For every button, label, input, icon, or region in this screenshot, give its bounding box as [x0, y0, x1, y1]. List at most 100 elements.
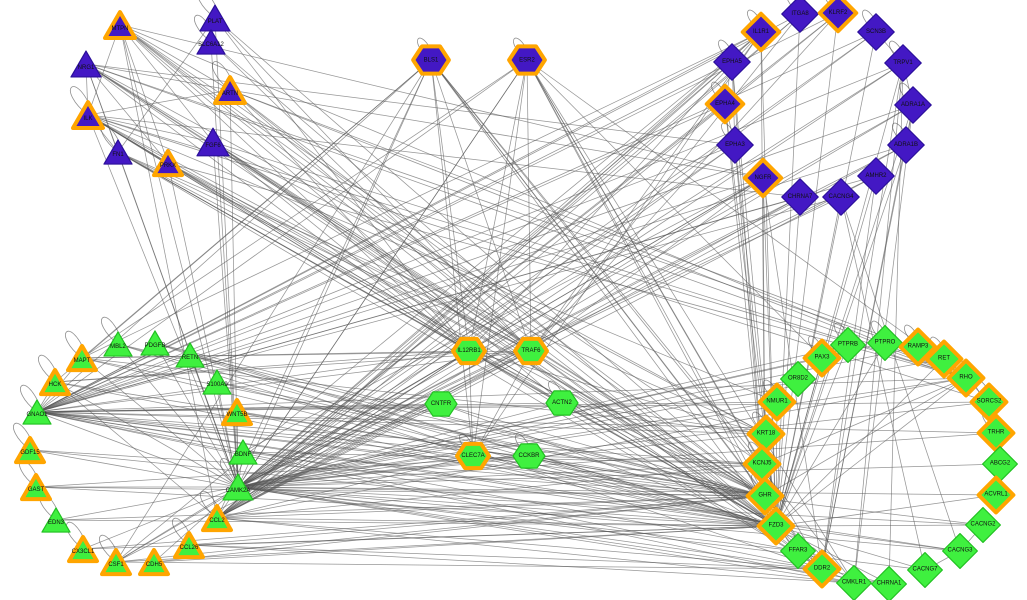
edge	[237, 463, 1001, 488]
graph-node-traf6[interactable]: TRAF6	[512, 334, 550, 368]
edge	[775, 525, 961, 552]
edge	[528, 455, 763, 465]
graph-node-s100a9[interactable]: S100A9	[201, 368, 233, 396]
graph-node-cckbr[interactable]: CCKBR	[510, 439, 548, 473]
graph-node-wnt5b[interactable]: WNT5B	[221, 397, 253, 427]
edge	[840, 196, 926, 571]
graph-node-edn3[interactable]: EDN3	[40, 506, 72, 534]
graph-node-fgf6[interactable]: FGF6	[195, 126, 231, 158]
edge	[764, 377, 967, 497]
graph-node-gnao1[interactable]: GNAO1	[21, 398, 53, 426]
edge	[81, 31, 762, 359]
graph-node-adra1a[interactable]: ADRA1A	[892, 84, 935, 127]
graph-node-epha5[interactable]: EPHA5	[711, 41, 754, 84]
edge	[115, 31, 762, 563]
edge	[237, 401, 778, 488]
graph-node-mbl2[interactable]: MBL2	[102, 330, 134, 358]
edge	[468, 350, 766, 497]
edge	[210, 41, 777, 527]
edge	[117, 151, 532, 352]
graph-node-cntfr[interactable]: CNTFR	[422, 387, 460, 421]
edge	[119, 24, 532, 352]
edge	[36, 144, 736, 413]
edge	[530, 177, 764, 352]
edge	[775, 377, 967, 527]
graph-node-artn[interactable]: ARTN	[213, 75, 247, 105]
graph-node-cacng3[interactable]: CACNG3	[940, 531, 981, 572]
edge	[216, 517, 777, 527]
graph-node-ccl2[interactable]: CCL2	[201, 503, 233, 533]
graph-node-il12rb1[interactable]: IL12RB1	[450, 334, 488, 368]
edge	[87, 114, 823, 570]
edge	[237, 103, 726, 488]
graph-node-pdgfb[interactable]: PDGFB	[139, 329, 171, 357]
graph-node-gdf15[interactable]: GDF15	[14, 435, 46, 465]
edge	[821, 144, 907, 570]
graph-node-esr2[interactable]: ESR2	[506, 41, 548, 78]
edge	[36, 411, 239, 488]
graph-node-csf1[interactable]: CSF1	[100, 547, 132, 577]
graph-node-cdh5[interactable]: CDH5	[138, 547, 170, 577]
graph-node-cacng4[interactable]: CACNG4	[820, 176, 863, 219]
edge	[530, 31, 762, 352]
edge	[119, 24, 967, 379]
edge	[237, 486, 984, 526]
edge	[54, 381, 777, 527]
edge	[117, 343, 766, 497]
graph-node-mtpn[interactable]: MTPN	[103, 10, 137, 40]
edge	[54, 350, 470, 383]
edge	[35, 486, 766, 497]
graph-node-itga8[interactable]: ITGA8	[779, 0, 822, 35]
graph-node-prkx[interactable]: PRKX	[152, 148, 184, 178]
edge	[472, 59, 528, 457]
edge	[526, 59, 532, 352]
edge	[775, 494, 997, 527]
edge	[81, 357, 239, 488]
graph-node-bdnf[interactable]: BDNF	[227, 438, 259, 466]
edge	[119, 24, 764, 179]
graph-node-retn[interactable]: RETN	[174, 341, 206, 369]
edge	[761, 377, 967, 465]
edge	[87, 114, 967, 379]
graph-node-camk2a[interactable]: CAMK2A	[221, 472, 255, 502]
edge	[36, 411, 474, 457]
graph-node-hck[interactable]: HCK	[39, 367, 71, 397]
edge	[87, 114, 766, 497]
edge	[216, 377, 967, 519]
edge	[212, 141, 766, 497]
edge	[775, 12, 839, 527]
graph-node-chrna1[interactable]: CHRNA1	[869, 564, 910, 600]
graph-node-klrf2[interactable]: KLRF2	[817, 0, 860, 34]
edge	[85, 63, 231, 91]
graph-node-cx3cl1[interactable]: CX3CL1	[67, 534, 99, 564]
graph-node-nrg1[interactable]: NRG1	[69, 49, 103, 79]
edge	[36, 411, 530, 457]
edge	[237, 31, 762, 488]
edge	[54, 59, 432, 383]
graph-node-fn1[interactable]: FN1	[102, 138, 134, 166]
graph-node-trpv1[interactable]: TRPV1	[882, 42, 925, 85]
edge	[216, 517, 823, 570]
graph-node-clec7a[interactable]: CLEC7A	[454, 439, 492, 473]
graph-node-cacng7[interactable]: CACNG7	[905, 550, 946, 591]
edge	[775, 524, 984, 527]
edge	[82, 495, 766, 550]
graph-node-slc6a12[interactable]: SLC6A12	[195, 28, 227, 56]
graph-node-epha4[interactable]: EPHA4	[704, 83, 747, 126]
graph-node-gast[interactable]: GAST	[20, 472, 52, 502]
edge	[119, 24, 214, 143]
edge	[237, 402, 563, 488]
edge	[237, 403, 442, 488]
graph-node-ccl26[interactable]: CCL26	[173, 530, 205, 560]
graph-node-bls1[interactable]: BLS1	[410, 41, 452, 78]
graph-node-chrna7[interactable]: CHRNA7	[779, 176, 822, 219]
edge	[117, 343, 777, 527]
edge	[29, 449, 777, 527]
graph-node-ilk[interactable]: ILK	[71, 100, 105, 130]
edge	[85, 63, 945, 360]
edge	[237, 358, 945, 488]
graph-node-actn2[interactable]: ACTN2	[543, 386, 581, 420]
edge	[840, 196, 961, 552]
edge	[440, 403, 777, 527]
